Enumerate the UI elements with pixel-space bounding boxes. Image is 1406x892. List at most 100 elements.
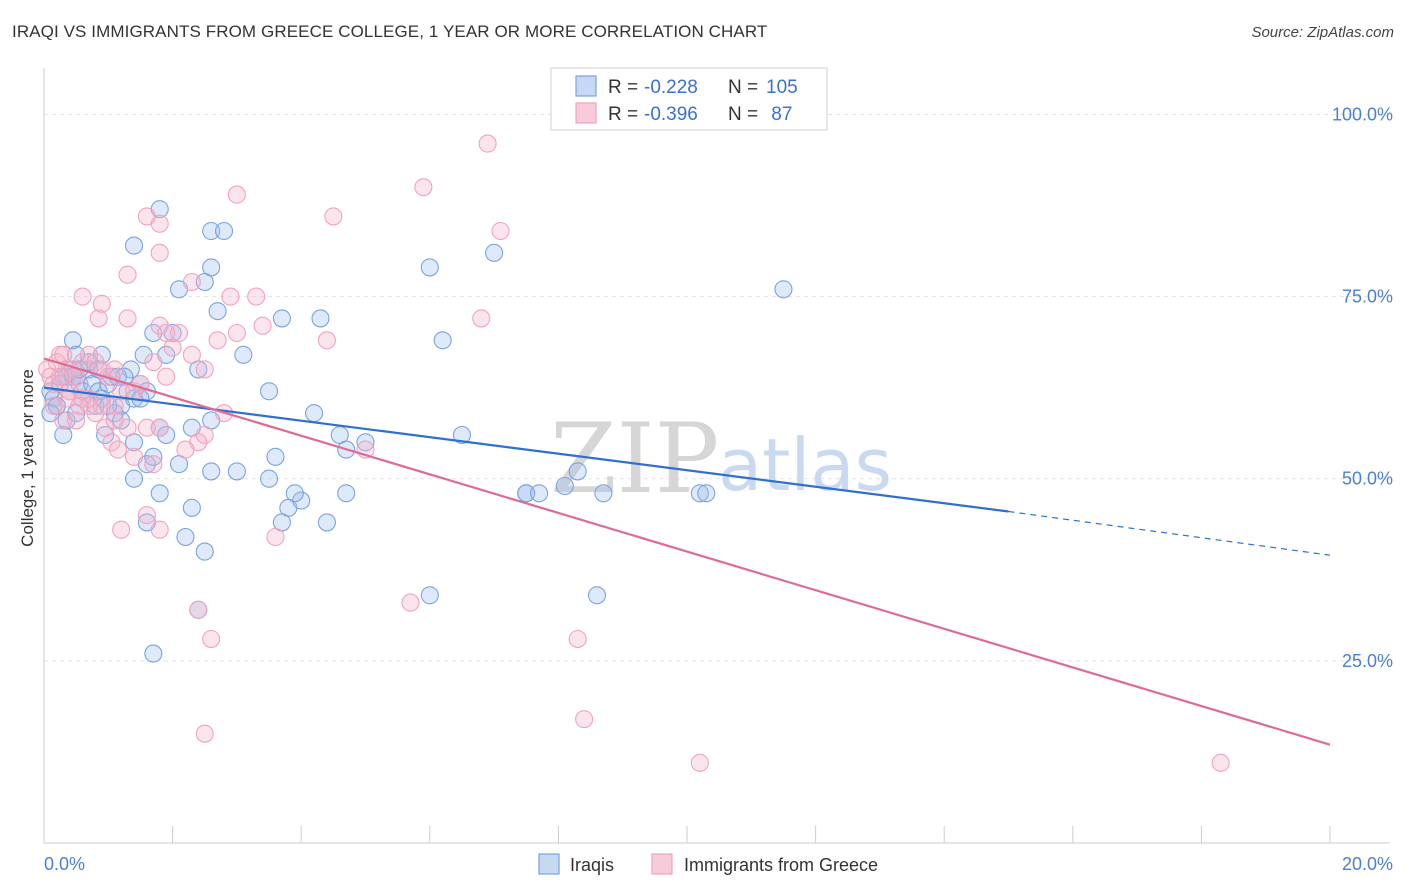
point-iraqis-99 (54, 425, 73, 445)
x-tick-labels: 0.0% 20.0% (44, 854, 1393, 874)
point-greece-45 (73, 287, 92, 306)
point-iraqis-77 (356, 433, 375, 452)
point-iraqis-89 (555, 476, 574, 496)
point-iraqis-60 (195, 272, 214, 292)
point-greece-74 (568, 629, 587, 649)
point-greece-86 (70, 396, 89, 415)
point-greece-71 (472, 309, 491, 328)
bottom-legend: Iraqis Immigrants from Greece (538, 853, 878, 875)
x-tick-label-min: 0.0% (44, 854, 85, 874)
point-greece-17 (54, 411, 73, 430)
point-iraqis-64 (150, 484, 169, 503)
point-greece-35 (169, 323, 189, 343)
bottom-legend-swatch-greece (651, 853, 673, 875)
point-greece-60 (150, 520, 169, 539)
point-greece-76 (690, 753, 709, 772)
point-iraqis-69 (259, 469, 279, 488)
point-greece-54 (195, 425, 214, 445)
point-iraqis-47 (272, 309, 291, 328)
point-iraqis-38 (96, 425, 115, 445)
point-iraqis-94 (697, 484, 716, 503)
point-greece-36 (182, 345, 201, 364)
point-greece-6 (57, 360, 76, 379)
point-greece-57 (144, 455, 163, 474)
point-greece-63 (202, 629, 221, 649)
point-greece-64 (195, 724, 214, 743)
y-tick-labels: 25.0% 50.0% 75.0% 100.0% (1332, 104, 1393, 670)
point-iraqis-80 (176, 527, 195, 547)
y-tick-label-25: 25.0% (1342, 651, 1393, 671)
point-iraqis-73 (285, 484, 304, 503)
point-greece-10 (79, 345, 99, 364)
point-greece-47 (92, 294, 111, 313)
point-iraqis-83 (144, 644, 163, 663)
point-greece-61 (112, 520, 131, 539)
point-greece-46 (89, 309, 108, 328)
point-greece-11 (86, 353, 105, 372)
point-iraqis-75 (317, 513, 336, 532)
point-greece-22 (102, 433, 121, 452)
bottom-legend-label-greece: Immigrants from Greece (684, 855, 878, 875)
point-iraqis-61 (208, 302, 227, 321)
bottom-legend-label-iraqis: Iraqis (570, 855, 614, 875)
point-iraqis-92 (594, 484, 613, 503)
point-greece-52 (182, 272, 201, 292)
chart-title: IRAQI VS IMMIGRANTS FROM GREECE COLLEGE,… (12, 22, 768, 41)
point-greece-41 (150, 316, 169, 335)
trend-line-greece (43, 357, 1331, 746)
point-greece-78 (227, 185, 246, 204)
point-iraqis-63 (124, 469, 144, 488)
point-iraqis-95 (774, 280, 793, 299)
legend-n-label-1: N = (728, 77, 758, 98)
chart-source: Source: ZipAtlas.com (1251, 24, 1394, 41)
watermark-zip: ZIP (550, 403, 719, 515)
point-iraqis-36 (157, 425, 176, 445)
point-iraqis-85 (485, 243, 504, 262)
legend-swatch-greece (575, 102, 597, 124)
point-iraqis-32 (234, 345, 253, 364)
point-greece-80 (79, 396, 99, 415)
axes (43, 68, 1390, 844)
bottom-legend-swatch-iraqis (538, 853, 560, 875)
point-greece-79 (253, 316, 272, 335)
point-iraqis-26 (63, 331, 82, 350)
point-greece-62 (189, 600, 208, 619)
point-greece-69 (401, 593, 420, 612)
point-greece-67 (317, 331, 336, 350)
point-iraqis-46 (259, 382, 279, 401)
point-iraqis-90 (587, 586, 607, 605)
point-greece-39 (227, 323, 246, 343)
point-greece-31 (137, 418, 156, 437)
legend-swatch-iraqis (575, 75, 597, 97)
point-iraqis-88 (530, 484, 549, 503)
point-iraqis-53 (433, 331, 452, 350)
trend-line-extension-iraqis (1008, 510, 1331, 556)
point-iraqis-48 (311, 309, 330, 328)
point-greece-51 (137, 207, 156, 226)
point-greece-58 (150, 418, 169, 437)
point-iraqis-66 (182, 498, 201, 517)
point-greece-44 (247, 287, 266, 306)
legend-n-value-2: 87 (766, 104, 792, 125)
point-greece-82 (176, 440, 195, 459)
point-greece-84 (51, 367, 70, 386)
legend-r-label-2: R = (608, 104, 638, 125)
trend-line-iraqis (43, 386, 1009, 513)
point-iraqis-93 (690, 484, 709, 503)
legend-n-label-2: N = (728, 104, 758, 125)
point-greece-66 (324, 207, 343, 226)
point-greece-28 (92, 396, 111, 415)
x-tick-label-max: 20.0% (1342, 854, 1393, 874)
point-iraqis-87 (517, 484, 536, 503)
point-greece-42 (157, 323, 176, 343)
point-iraqis-56 (214, 221, 234, 241)
watermark-atlas: atlas (718, 423, 892, 507)
point-iraqis-67 (202, 462, 221, 481)
point-greece-20 (86, 404, 105, 423)
point-greece-81 (105, 360, 124, 379)
point-greece-59 (137, 506, 156, 525)
y-tick-label-75: 75.0% (1342, 287, 1393, 307)
point-iraqis-70 (266, 447, 285, 466)
point-greece-23 (108, 440, 127, 459)
point-greece-56 (124, 447, 144, 466)
